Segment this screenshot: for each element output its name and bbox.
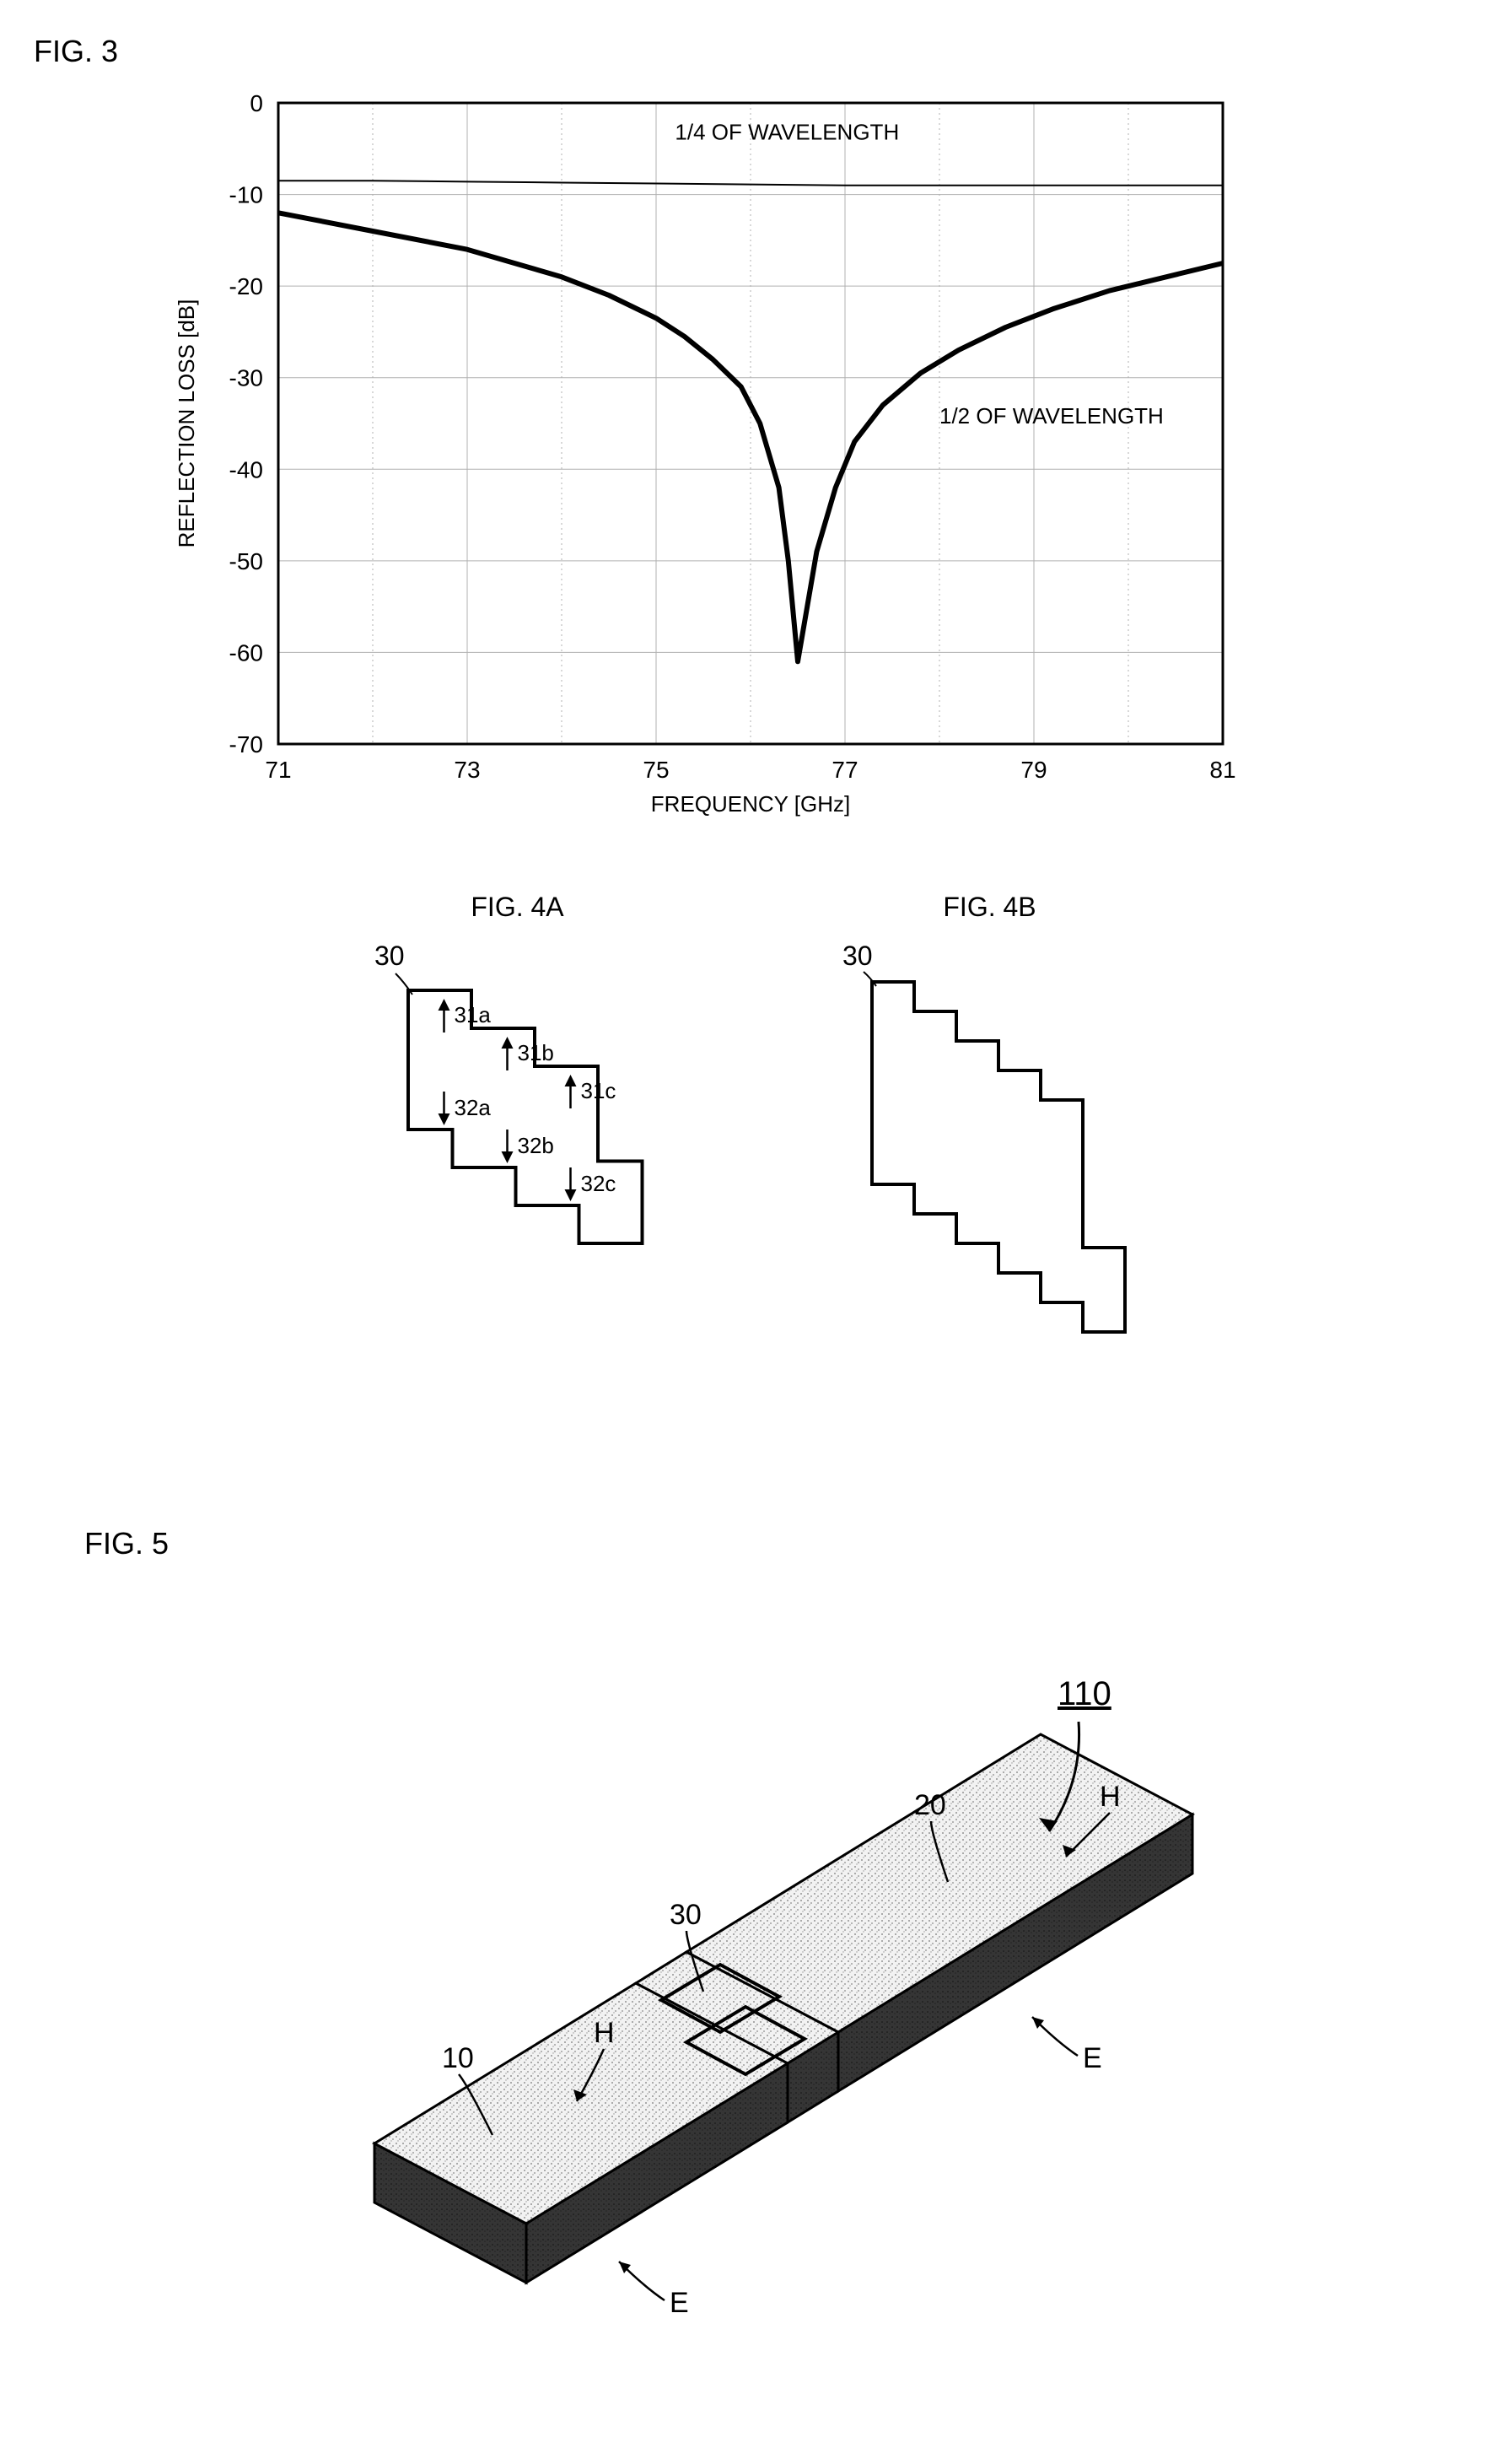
svg-text:32b: 32b (517, 1133, 553, 1158)
svg-text:-60: -60 (229, 639, 263, 666)
svg-text:1/4 OF WAVELENGTH: 1/4 OF WAVELENGTH (675, 119, 899, 144)
svg-text:31c: 31c (580, 1078, 616, 1103)
svg-text:-70: -70 (229, 731, 263, 758)
svg-text:20: 20 (914, 1789, 946, 1821)
svg-text:30: 30 (842, 941, 873, 971)
fig4a-label: FIG. 4A (358, 892, 678, 923)
svg-text:10: 10 (442, 2042, 474, 2074)
svg-text:81: 81 (1209, 757, 1235, 783)
svg-text:1/2 OF WAVELENGTH: 1/2 OF WAVELENGTH (939, 403, 1164, 429)
svg-text:30: 30 (670, 1899, 702, 1931)
fig4a-svg: 30 31a 32a 31b 32b 31c 32c (358, 931, 678, 1353)
fig3-label: FIG. 3 (34, 34, 1473, 69)
fig3-chart: 71 73 75 77 79 81 0 -10 -20 -30 -40 -50 -60 -70 FREQUE… (160, 78, 1473, 841)
svg-text:-50: -50 (229, 548, 263, 574)
svg-text:-20: -20 (229, 273, 263, 299)
fig4-row: FIG. 4A 30 31a 32a 31b 32b 31c 32c FIG. 4B 30 (34, 892, 1473, 1458)
svg-text:79: 79 (1020, 757, 1047, 783)
svg-text:71: 71 (265, 757, 291, 783)
svg-text:75: 75 (643, 757, 669, 783)
svg-text:H: H (594, 2017, 615, 2049)
fig4b-label: FIG. 4B (830, 892, 1150, 923)
svg-text:31a: 31a (454, 1002, 491, 1027)
svg-text:-10: -10 (229, 182, 263, 208)
svg-text:H: H (1100, 1781, 1121, 1813)
svg-text:E: E (670, 2287, 689, 2319)
svg-text:FREQUENCY [GHz]: FREQUENCY [GHz] (651, 791, 850, 817)
svg-text:73: 73 (454, 757, 480, 783)
svg-text:77: 77 (832, 757, 858, 783)
svg-text:30: 30 (374, 941, 405, 971)
fig5-block: FIG. 5 110 10 30 20 H H E E (84, 1526, 1473, 2354)
fig4b-block: FIG. 4B 30 (830, 892, 1150, 1458)
svg-text:0: 0 (250, 90, 263, 116)
fig4a-block: FIG. 4A 30 31a 32a 31b 32b 31c 32c (358, 892, 678, 1458)
svg-text:E: E (1083, 2042, 1102, 2074)
fig5-svg: 110 10 30 20 H H E E (273, 1595, 1285, 2354)
svg-text:110: 110 (1058, 1675, 1111, 1712)
svg-text:REFLECTION LOSS [dB]: REFLECTION LOSS [dB] (174, 299, 199, 548)
svg-text:31b: 31b (517, 1040, 553, 1065)
svg-text:32a: 32a (454, 1095, 491, 1120)
svg-text:-40: -40 (229, 456, 263, 483)
svg-text:32c: 32c (580, 1171, 616, 1196)
fig3-plot-svg: 71 73 75 77 79 81 0 -10 -20 -30 -40 -50 -60 -70 FREQUE… (160, 78, 1257, 837)
svg-text:-30: -30 (229, 365, 263, 391)
fig5-label: FIG. 5 (84, 1526, 1473, 1561)
fig4b-svg: 30 (830, 931, 1150, 1454)
